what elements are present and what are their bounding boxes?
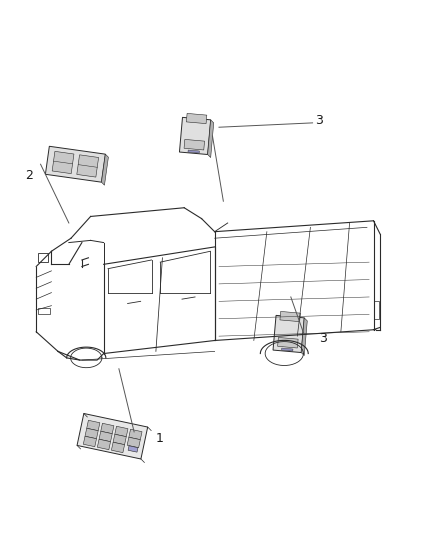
Polygon shape: [301, 318, 307, 356]
Text: 2: 2: [25, 168, 33, 182]
Polygon shape: [85, 429, 98, 439]
Polygon shape: [180, 117, 211, 155]
Text: 1: 1: [156, 432, 164, 445]
Polygon shape: [282, 348, 293, 351]
Polygon shape: [128, 446, 138, 452]
Polygon shape: [77, 155, 99, 177]
Polygon shape: [111, 442, 124, 453]
Polygon shape: [208, 120, 214, 158]
Polygon shape: [129, 429, 142, 440]
Polygon shape: [97, 439, 110, 450]
Polygon shape: [99, 431, 112, 442]
Polygon shape: [52, 151, 74, 174]
Polygon shape: [77, 414, 148, 459]
Polygon shape: [102, 154, 109, 185]
Polygon shape: [188, 150, 199, 153]
Polygon shape: [101, 423, 114, 434]
Polygon shape: [113, 434, 126, 445]
Polygon shape: [127, 437, 140, 448]
Polygon shape: [87, 421, 100, 431]
Polygon shape: [280, 311, 300, 321]
Polygon shape: [273, 316, 304, 352]
Polygon shape: [83, 436, 96, 447]
Polygon shape: [46, 146, 106, 182]
Polygon shape: [115, 426, 128, 437]
Text: 3: 3: [319, 332, 327, 345]
Bar: [38, 308, 49, 314]
Bar: [374, 301, 379, 319]
Bar: [38, 254, 48, 262]
Text: 3: 3: [315, 114, 323, 127]
Polygon shape: [186, 114, 207, 124]
Polygon shape: [278, 337, 298, 348]
Polygon shape: [184, 140, 205, 150]
